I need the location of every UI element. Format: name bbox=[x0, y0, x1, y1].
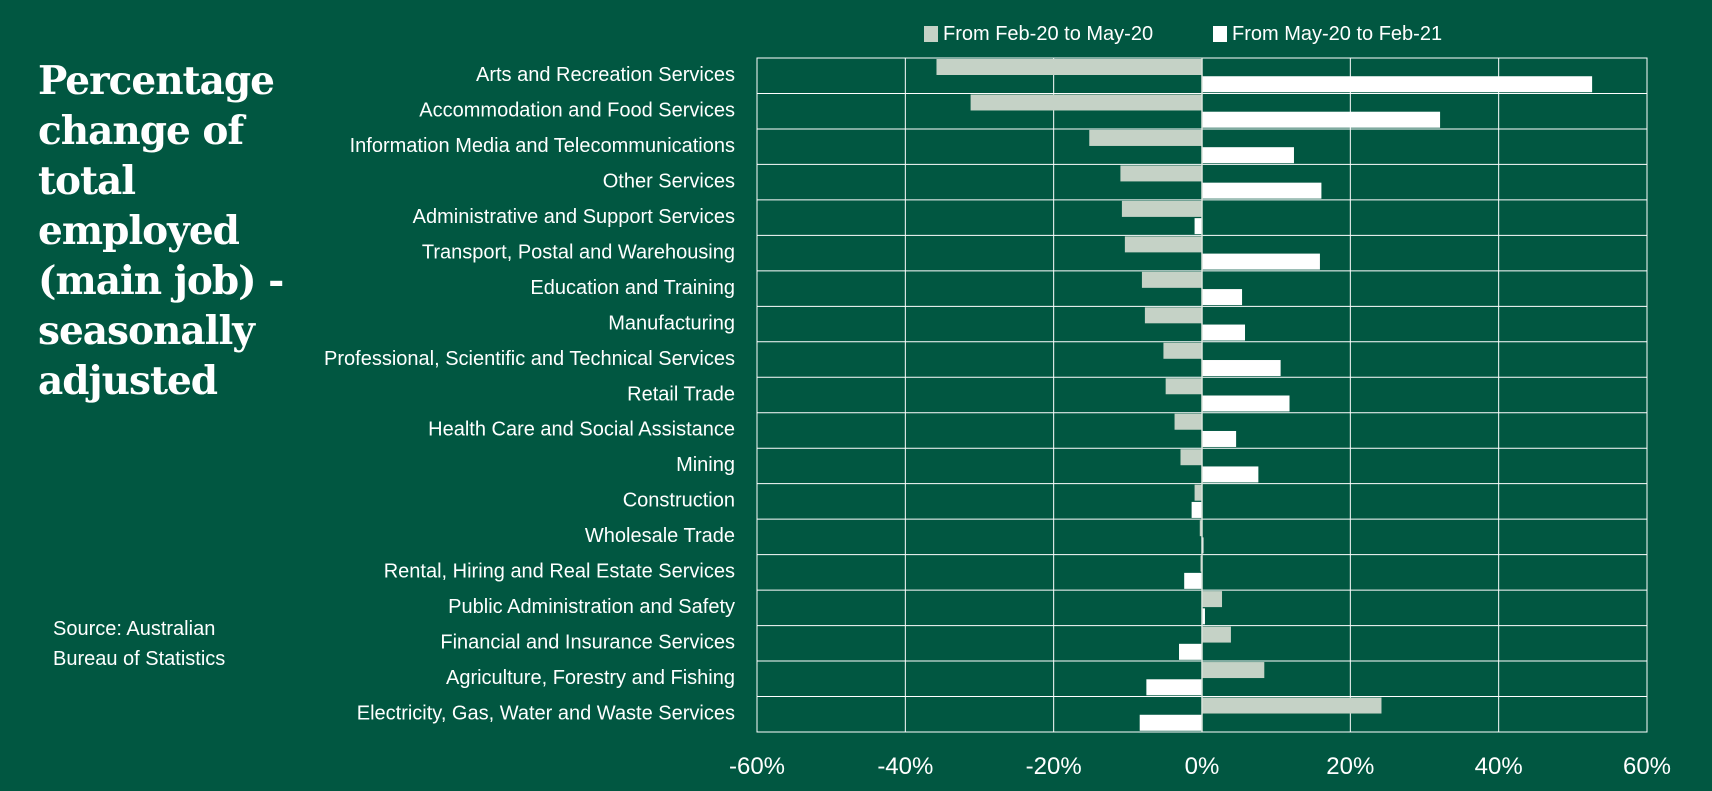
bar-series-1 bbox=[1180, 449, 1202, 466]
bar-series-2 bbox=[1194, 218, 1202, 235]
legend: From Feb-20 to May-20 From May-20 to Feb… bbox=[924, 23, 1442, 45]
bar-series-2 bbox=[1139, 714, 1202, 731]
bar-series-2 bbox=[1202, 395, 1290, 412]
bar-series-1 bbox=[1174, 413, 1202, 430]
bar-series-2 bbox=[1191, 501, 1202, 518]
category-label: Manufacturing bbox=[608, 312, 735, 334]
category-label: Wholesale Trade bbox=[585, 525, 735, 547]
category-label: Retail Trade bbox=[627, 383, 735, 405]
bar-series-2 bbox=[1202, 324, 1246, 341]
legend-swatch-series-2 bbox=[1213, 26, 1227, 42]
x-tick-label: -20% bbox=[1026, 753, 1082, 780]
category-label: Arts and Recreation Services bbox=[476, 64, 735, 86]
bar-series-1 bbox=[1121, 200, 1202, 217]
bar-series-1 bbox=[1202, 591, 1223, 608]
bar-series-1 bbox=[1120, 165, 1202, 182]
x-tick-label: 60% bbox=[1623, 753, 1671, 780]
bar-series-2 bbox=[1202, 289, 1243, 306]
bar-series-2 bbox=[1202, 608, 1205, 625]
bar-series-1 bbox=[1163, 342, 1202, 359]
legend-label-series-2: From May-20 to Feb-21 bbox=[1232, 23, 1442, 45]
category-label: Construction bbox=[623, 490, 735, 512]
bar-series-2 bbox=[1202, 430, 1237, 447]
x-axis-ticks: -60% -40% -20% 0% 20% 40% 60% bbox=[729, 753, 1671, 780]
bar-series-1 bbox=[1202, 697, 1382, 714]
x-tick-label: 20% bbox=[1326, 753, 1374, 780]
category-label: Agriculture, Forestry and Fishing bbox=[446, 667, 735, 689]
source-note: Source: Australian Bureau of Statistics bbox=[53, 618, 226, 670]
category-label: Accommodation and Food Services bbox=[419, 99, 735, 121]
legend-swatch-series-1 bbox=[924, 26, 938, 42]
bar-series-1 bbox=[1199, 520, 1202, 537]
bar-series-1 bbox=[1124, 236, 1202, 253]
bar-series-1 bbox=[1089, 129, 1202, 146]
category-label: Mining bbox=[676, 454, 735, 476]
bar-series-1 bbox=[1141, 271, 1202, 288]
category-label: Public Administration and Safety bbox=[448, 596, 735, 618]
chart-title: Percentage change of total employed (mai… bbox=[38, 58, 284, 404]
bar-series-1 bbox=[1144, 307, 1202, 324]
category-label: Professional, Scientific and Technical S… bbox=[324, 348, 735, 370]
category-label: Other Services bbox=[603, 170, 735, 192]
category-labels: Arts and Recreation Services Accommodatio… bbox=[324, 64, 735, 725]
bar-series-2 bbox=[1202, 76, 1593, 93]
bar-series-2 bbox=[1184, 572, 1202, 589]
bar-series-1 bbox=[1202, 662, 1265, 679]
category-label: Health Care and Social Assistance bbox=[428, 419, 735, 441]
bar-series-2 bbox=[1202, 182, 1322, 199]
category-label: Financial and Insurance Services bbox=[440, 632, 735, 654]
category-label: Transport, Postal and Warehousing bbox=[422, 241, 735, 263]
legend-label-series-1: From Feb-20 to May-20 bbox=[943, 23, 1153, 45]
bar-series-2 bbox=[1179, 643, 1202, 660]
category-label: Electricity, Gas, Water and Waste Servic… bbox=[357, 703, 735, 725]
x-tick-label: 0% bbox=[1185, 753, 1220, 780]
x-tick-label: -40% bbox=[877, 753, 933, 780]
bar-series-1 bbox=[1202, 626, 1231, 643]
bars bbox=[936, 58, 1593, 732]
x-tick-label: 40% bbox=[1475, 753, 1523, 780]
bar-series-1 bbox=[1194, 484, 1202, 501]
x-tick-label: -60% bbox=[729, 753, 785, 780]
bar-series-1 bbox=[1165, 378, 1202, 395]
bar-series-2 bbox=[1146, 679, 1202, 696]
bar-series-2 bbox=[1202, 253, 1320, 270]
category-label: Rental, Hiring and Real Estate Services bbox=[384, 561, 735, 583]
bar-series-2 bbox=[1202, 466, 1259, 483]
bar-series-2 bbox=[1202, 147, 1294, 164]
category-label: Education and Training bbox=[530, 277, 735, 299]
category-label: Administrative and Support Services bbox=[413, 206, 735, 228]
bar-series-2 bbox=[1202, 111, 1441, 128]
bar-series-2 bbox=[1202, 360, 1281, 377]
bar-series-1 bbox=[936, 59, 1202, 75]
bar-series-1 bbox=[970, 94, 1202, 111]
category-label: Information Media and Telecommunications bbox=[350, 135, 735, 157]
